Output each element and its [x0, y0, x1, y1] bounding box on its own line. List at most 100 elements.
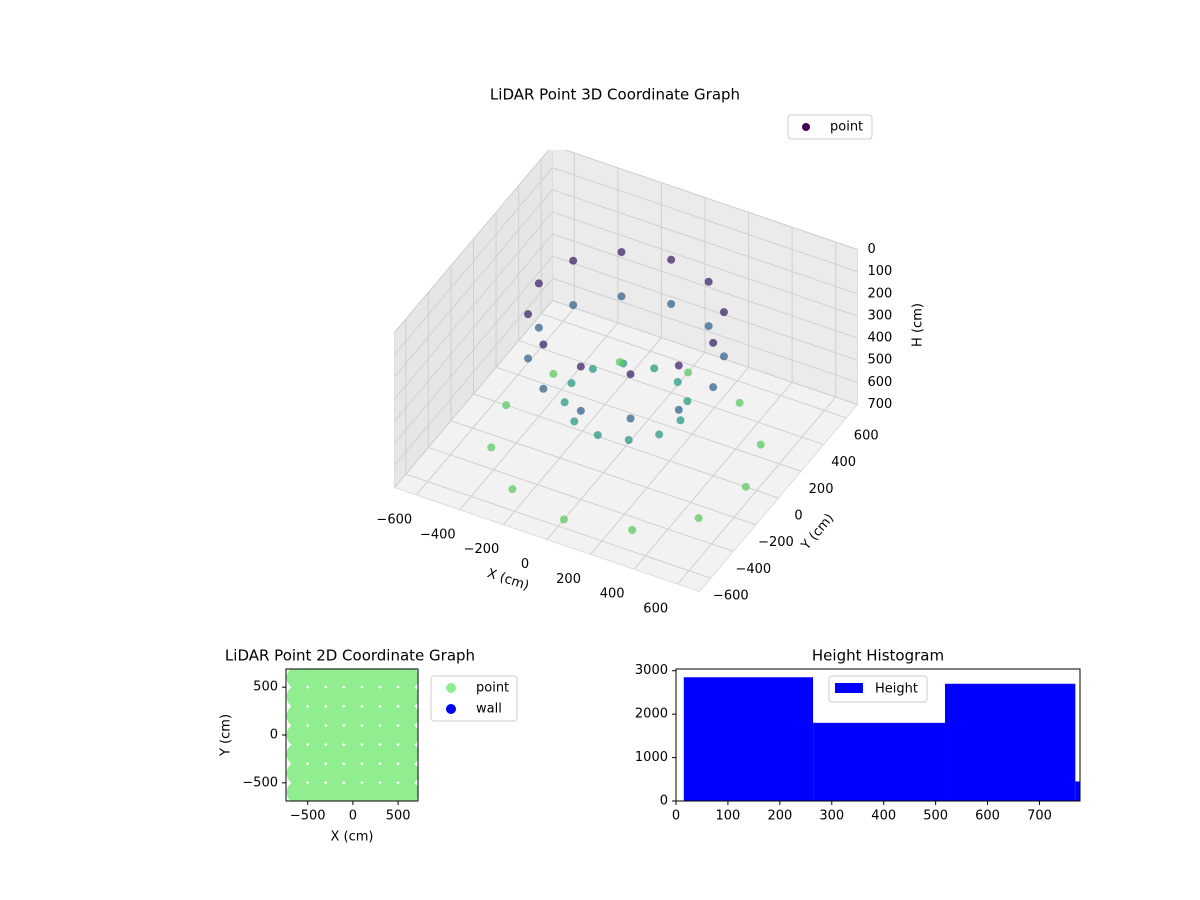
point — [395, 742, 418, 767]
point — [502, 401, 511, 410]
point — [340, 780, 365, 801]
point — [395, 669, 418, 690]
point — [576, 406, 585, 415]
point — [719, 308, 728, 317]
point — [377, 723, 402, 747]
point — [358, 723, 383, 747]
grid-line — [394, 255, 858, 444]
point — [487, 443, 496, 452]
x-tick-label: 500 — [386, 809, 411, 824]
point — [539, 384, 548, 393]
point — [395, 761, 418, 786]
y-tick-label: 200 — [809, 482, 834, 497]
z-tick-label: 300 — [868, 308, 893, 323]
point — [588, 364, 597, 373]
x-tick-label: −500 — [290, 809, 326, 824]
z-tick-label: 400 — [868, 331, 893, 346]
y-tick-label: −500 — [242, 775, 278, 790]
point — [377, 761, 402, 786]
axes-frame — [675, 668, 1081, 802]
y-tick-label: 500 — [253, 680, 278, 695]
point — [559, 515, 568, 524]
point — [286, 780, 311, 801]
x-tick-label: −200 — [464, 542, 500, 557]
x-tick-label: 200 — [556, 572, 581, 587]
legend-marker — [802, 123, 810, 131]
grid-line — [394, 277, 858, 466]
point — [340, 742, 365, 767]
point — [756, 440, 765, 449]
z-tick-label: 600 — [868, 375, 893, 390]
bar — [813, 722, 945, 801]
chart-title: LiDAR Point 2D Coordinate Graph — [225, 647, 475, 665]
point — [395, 723, 418, 747]
x-axis-label: X (cm) — [331, 830, 374, 845]
point — [508, 485, 517, 494]
point — [617, 248, 626, 257]
point — [377, 684, 402, 709]
point — [358, 761, 383, 786]
point — [340, 723, 365, 747]
legend-box — [430, 675, 518, 722]
point — [304, 742, 329, 767]
point — [322, 742, 347, 767]
legend-label: point — [830, 120, 863, 135]
point — [567, 379, 576, 388]
legend-box — [787, 114, 873, 140]
legend-label: point — [476, 681, 509, 696]
x-tick-label: −400 — [420, 527, 456, 542]
bar — [683, 677, 814, 801]
legend-marker — [446, 683, 456, 693]
y-tick-label: 0 — [794, 509, 802, 524]
grid-line — [394, 233, 858, 422]
x-tick-label: 0 — [349, 809, 357, 824]
point — [286, 669, 311, 690]
point — [358, 684, 383, 709]
point — [377, 703, 402, 728]
point — [683, 397, 692, 406]
point — [694, 514, 703, 523]
point — [358, 742, 383, 767]
plot-3d — [393, 150, 859, 593]
point — [704, 322, 713, 331]
point — [395, 703, 418, 728]
point — [322, 684, 347, 709]
x-tick-label: 500 — [923, 809, 948, 824]
point — [358, 669, 383, 690]
point — [615, 357, 624, 366]
point — [340, 703, 365, 728]
point — [539, 340, 548, 349]
point — [286, 761, 311, 786]
x-tick-label: 0 — [672, 809, 680, 824]
point — [377, 669, 402, 690]
legend-marker — [835, 683, 863, 693]
bar — [1075, 781, 1080, 801]
point — [286, 742, 311, 767]
chart-title: Height Histogram — [812, 647, 944, 665]
point — [304, 703, 329, 728]
grid-line — [394, 189, 858, 378]
point — [534, 279, 543, 288]
z-tick-label: 700 — [868, 397, 893, 412]
point — [617, 292, 626, 301]
point — [322, 780, 347, 801]
x-tick-label: 700 — [1027, 809, 1052, 824]
point — [569, 256, 578, 265]
x-tick-label: 400 — [871, 809, 896, 824]
y-tick-label: −600 — [713, 589, 749, 604]
point — [340, 761, 365, 786]
grid-line — [394, 167, 858, 355]
point — [534, 323, 543, 332]
z-tick-label: 200 — [868, 286, 893, 301]
point — [358, 703, 383, 728]
point — [358, 780, 383, 801]
point — [304, 761, 329, 786]
y-axis-label: Y (cm) — [219, 714, 234, 757]
point — [593, 431, 602, 440]
point — [667, 255, 676, 264]
point — [560, 398, 569, 407]
plot-2d — [286, 669, 418, 801]
y-tick-label: 1000 — [635, 750, 668, 765]
point — [304, 723, 329, 747]
x-tick-label: 200 — [767, 809, 792, 824]
